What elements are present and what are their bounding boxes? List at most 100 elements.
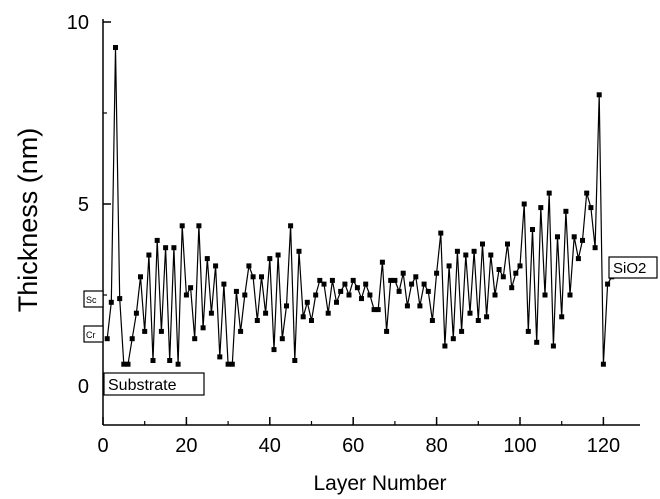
data-point xyxy=(163,245,169,251)
data-point xyxy=(313,292,319,298)
data-point xyxy=(175,361,181,367)
annotation-sio2: SiO2 xyxy=(608,256,658,279)
data-point xyxy=(154,237,160,243)
data-point xyxy=(363,281,369,287)
data-point xyxy=(555,234,560,240)
data-point xyxy=(129,336,135,342)
data-point xyxy=(525,328,531,334)
data-point xyxy=(375,307,381,313)
data-point xyxy=(575,256,581,262)
data-point xyxy=(138,274,143,280)
data-point xyxy=(463,252,469,258)
data-point xyxy=(434,270,440,276)
data-point xyxy=(217,354,223,360)
data-point xyxy=(196,223,202,229)
data-point xyxy=(442,343,448,349)
x-tick-label: 80 xyxy=(425,435,447,457)
data-point xyxy=(530,227,535,232)
data-point xyxy=(409,281,415,287)
data-point xyxy=(233,288,239,294)
data-point xyxy=(321,281,327,287)
data-point xyxy=(384,328,390,334)
annotation-cr: Cr xyxy=(83,325,104,343)
data-point xyxy=(113,45,118,50)
data-point xyxy=(396,288,402,294)
data-point xyxy=(596,92,602,98)
data-point xyxy=(404,303,410,309)
data-point xyxy=(471,248,477,254)
data-point xyxy=(509,285,515,291)
data-point xyxy=(379,259,385,265)
data-point xyxy=(475,318,481,323)
annotation-cr-label: Cr xyxy=(86,330,96,340)
data-point xyxy=(580,237,585,243)
data-point xyxy=(550,343,556,349)
data-point xyxy=(492,292,498,298)
data-point xyxy=(121,361,127,367)
data-point xyxy=(271,347,277,353)
data-point xyxy=(259,274,264,280)
data-point xyxy=(267,256,273,262)
data-point xyxy=(292,358,298,363)
data-point xyxy=(108,299,114,305)
x-axis-title: Layer Number xyxy=(313,472,446,495)
data-point xyxy=(400,270,406,276)
data-point xyxy=(238,328,244,334)
annotation-sc-label: Sc xyxy=(86,295,97,305)
data-point xyxy=(279,336,285,342)
data-point xyxy=(117,296,123,302)
data-point xyxy=(500,274,506,280)
data-point xyxy=(388,277,394,283)
data-point xyxy=(329,277,335,283)
y-tick-label: 5 xyxy=(78,194,89,216)
data-point xyxy=(229,361,235,367)
data-point xyxy=(225,361,231,367)
series-line xyxy=(106,47,613,365)
data-point xyxy=(221,281,227,287)
y-ticks: 0 5 10 xyxy=(67,12,111,398)
data-point xyxy=(546,190,552,196)
x-ticks: 0 20 40 60 80 100 120 xyxy=(97,417,620,457)
data-point xyxy=(125,361,131,367)
data-point xyxy=(300,314,306,320)
data-point xyxy=(146,252,152,258)
x-tick-label: 60 xyxy=(342,435,364,457)
data-point xyxy=(213,263,219,269)
data-point xyxy=(484,314,490,320)
data-point xyxy=(446,263,452,269)
data-point xyxy=(342,281,348,287)
data-point xyxy=(367,292,373,298)
series-line-group xyxy=(106,47,613,365)
data-point xyxy=(567,292,573,298)
x-tick-label: 120 xyxy=(587,435,620,457)
data-point xyxy=(559,314,565,320)
data-point xyxy=(284,303,289,309)
data-point xyxy=(179,223,185,229)
data-point xyxy=(517,263,523,269)
data-point xyxy=(584,190,590,196)
data-point xyxy=(454,248,460,254)
data-point xyxy=(346,292,352,298)
data-point xyxy=(480,241,485,247)
data-point xyxy=(588,205,594,211)
data-point xyxy=(167,358,173,363)
data-point xyxy=(275,252,281,258)
data-point xyxy=(421,281,427,287)
data-point xyxy=(263,310,269,316)
data-point xyxy=(188,285,194,291)
data-point xyxy=(417,303,423,309)
data-point xyxy=(413,274,419,280)
data-point xyxy=(542,292,548,298)
data-point xyxy=(192,336,198,342)
data-point xyxy=(204,256,210,262)
data-point xyxy=(450,336,456,342)
data-point xyxy=(505,241,510,247)
series-points-group xyxy=(104,45,615,367)
data-point xyxy=(538,205,544,211)
data-point xyxy=(438,230,444,236)
annotation-sc: Sc xyxy=(83,290,104,308)
data-point xyxy=(250,274,256,280)
data-point xyxy=(325,310,331,316)
data-point xyxy=(338,288,344,294)
